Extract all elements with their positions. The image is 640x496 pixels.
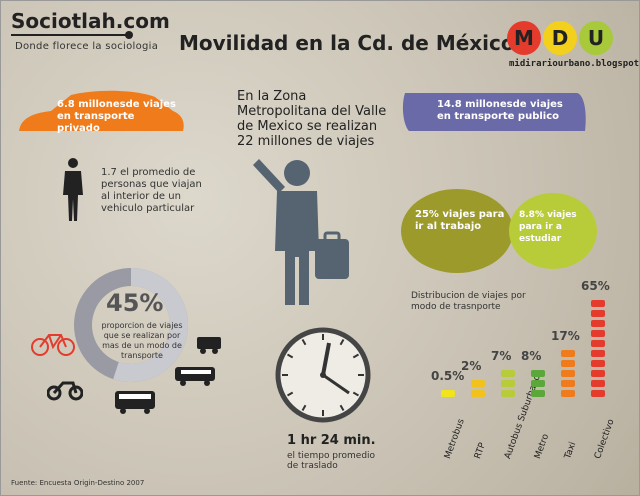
chart-category-label: Taxi [563, 440, 579, 461]
bar-segment [471, 390, 485, 397]
bar-segment [471, 380, 485, 387]
travel-time-text: el tiempo promedio de traslado [287, 451, 376, 471]
mdu-letter-m: M [514, 26, 534, 50]
person-icon [63, 158, 83, 221]
mdu-logo-u[interactable]: U [579, 21, 613, 55]
source-text: Fuente: Encuesta Origin-Destino 2007 [11, 479, 145, 487]
mdu-letter-u: U [587, 26, 605, 50]
multimodal-donut [74, 268, 188, 382]
clock-minute-hand [322, 373, 350, 395]
bar-segment [591, 320, 605, 327]
bar-segment [501, 390, 515, 397]
purpose-circles [401, 189, 597, 273]
page-title: Movilidad en la Cd. de México [179, 31, 515, 55]
bar-segment [561, 390, 575, 397]
van-icon [175, 367, 215, 386]
bar-segment [501, 370, 515, 377]
chart-category-label: RTP [473, 441, 489, 461]
chart-category-label: Metrobus [443, 417, 467, 461]
private-transport-text: 6.8 millonesde viajes en transporte priv… [57, 99, 176, 134]
brand-name[interactable]: Sociotlah.com [11, 9, 170, 33]
bar-segment [561, 380, 575, 387]
bicycle-icon [31, 334, 75, 356]
traveler-icon [253, 159, 349, 305]
chart-value-label: 8% [521, 349, 542, 363]
work-trips-text: 25% viajes para ir al trabajo [415, 209, 505, 232]
bar-segment [561, 350, 575, 357]
mdu-url[interactable]: midirariourbano.blogspot.mx [509, 59, 640, 69]
brand-underline [11, 34, 129, 36]
bar-segment [531, 370, 545, 377]
chart-bar-taxi [561, 347, 575, 397]
travel-time-value: 1 hr 24 min. [287, 433, 376, 448]
bar-segment [591, 330, 605, 337]
chart-bar-autobus-suburbano [501, 367, 515, 397]
work-trips-circle [401, 189, 513, 273]
jeep-icon [197, 337, 221, 354]
clock-hour-hand [321, 342, 331, 376]
bar-segment [591, 370, 605, 377]
chart-value-label: 2% [461, 359, 482, 373]
chart-bar-rtp [471, 377, 485, 397]
bar-segment [501, 380, 515, 387]
chart-value-label: 7% [491, 349, 512, 363]
brand-tagline: Donde florece la sociologia [15, 41, 159, 52]
bar-segment [561, 370, 575, 377]
mdu-logo-m[interactable]: M [507, 21, 541, 55]
bar-segment [591, 350, 605, 357]
bar-segment [591, 310, 605, 317]
bus-icon [402, 93, 586, 131]
intro-text: En la Zona Metropolitana del Valle de Me… [237, 89, 387, 149]
bar-segment [561, 360, 575, 367]
clock-icon [275, 327, 371, 423]
bar-segment [531, 390, 545, 397]
bus-small-icon [115, 391, 155, 414]
chart-value-label: 0.5% [431, 369, 465, 383]
bar-segment [531, 380, 545, 387]
chart-bar-metrobus [441, 387, 455, 397]
bar-segment [591, 390, 605, 397]
mdu-letter-d: D [551, 26, 569, 50]
chart-value-label: 17% [551, 329, 580, 343]
chart-value-label: 65% [581, 279, 610, 293]
donut-fill [74, 268, 188, 382]
chart-category-label: Metro [533, 432, 552, 461]
donut-text: proporcion de viajes que se realizan por… [101, 321, 183, 360]
bar-segment [441, 390, 455, 397]
chart-category-label: Colectivo [593, 417, 617, 461]
chart-title: Distribucion de viajes por modo de trasn… [411, 291, 526, 312]
bar-segment [591, 340, 605, 347]
bar-segment [591, 300, 605, 307]
mdu-logo-d[interactable]: D [543, 21, 577, 55]
bar-segment [591, 360, 605, 367]
chart-bar-colectivo [591, 297, 605, 397]
brand-dot [125, 31, 133, 39]
car-icon [19, 90, 184, 131]
study-trips-circle [509, 193, 597, 269]
chart-bar-metro [531, 367, 545, 397]
public-transport-text: 14.8 millonesde viajes en transporte pub… [437, 99, 563, 122]
bar-segment [591, 380, 605, 387]
study-trips-text: 8.8% viajes para ir a estudiar [519, 210, 577, 244]
donut-value: 45% [106, 289, 164, 317]
avg-people-text: 1.7 el promedio de personas que viajan a… [101, 167, 202, 214]
motorcycle-icon [47, 381, 83, 401]
